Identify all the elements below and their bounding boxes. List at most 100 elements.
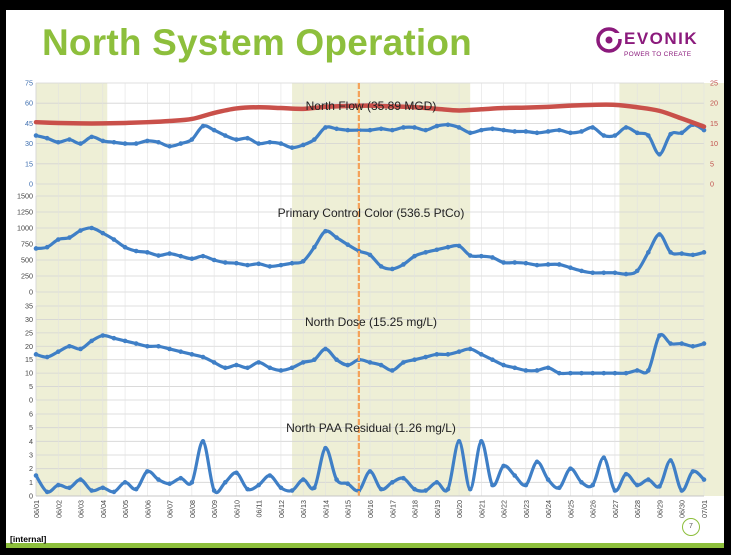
data-point bbox=[401, 475, 406, 481]
data-point bbox=[445, 122, 451, 128]
x-tick-label: 06/16 bbox=[366, 500, 375, 518]
data-point bbox=[412, 486, 417, 492]
panel-title: North Flow (35.89 MGD) bbox=[306, 99, 437, 113]
x-tick-label: 07/01 bbox=[700, 500, 709, 518]
data-point bbox=[590, 482, 595, 488]
data-point bbox=[289, 260, 295, 266]
data-point bbox=[234, 362, 239, 368]
x-tick-label: 06/26 bbox=[589, 500, 598, 518]
data-point bbox=[568, 370, 573, 376]
data-point bbox=[389, 480, 395, 485]
data-point bbox=[222, 480, 228, 485]
logo-wordmark: EVONIK bbox=[624, 29, 699, 48]
data-point bbox=[189, 480, 195, 485]
data-point bbox=[545, 262, 551, 267]
data-point bbox=[100, 230, 106, 236]
y-tick-label: 3 bbox=[29, 451, 33, 460]
data-point bbox=[657, 232, 662, 237]
data-point bbox=[679, 488, 685, 493]
x-tick-label: 06/25 bbox=[566, 500, 575, 518]
data-point bbox=[100, 333, 106, 338]
x-tick-label: 06/01 bbox=[32, 500, 41, 518]
data-point bbox=[612, 488, 618, 493]
data-point bbox=[156, 139, 161, 145]
panel-title: North PAA Residual (1.26 mg/L) bbox=[286, 421, 456, 435]
panel-title: Primary Control Color (536.5 PtCo) bbox=[278, 206, 465, 220]
data-point bbox=[89, 488, 94, 493]
data-point bbox=[89, 134, 94, 140]
data-point bbox=[44, 354, 50, 360]
data-point bbox=[33, 352, 39, 357]
data-point bbox=[245, 486, 250, 492]
data-point bbox=[423, 488, 428, 493]
data-point bbox=[323, 445, 328, 451]
y-tick-label: 1000 bbox=[17, 224, 33, 233]
x-tick-label: 06/17 bbox=[388, 500, 397, 518]
data-point bbox=[67, 343, 72, 349]
data-point bbox=[100, 485, 106, 491]
data-point bbox=[178, 253, 184, 259]
x-tick-label: 06/21 bbox=[477, 500, 486, 518]
flow-trend-line bbox=[33, 102, 707, 129]
data-point bbox=[300, 142, 306, 148]
data-point bbox=[456, 243, 462, 249]
data-point bbox=[523, 129, 529, 134]
highlight-band bbox=[36, 83, 108, 496]
data-point bbox=[55, 237, 61, 242]
data-point bbox=[345, 127, 351, 133]
data-point bbox=[145, 138, 150, 144]
data-point bbox=[133, 248, 139, 254]
x-tick-label: 06/08 bbox=[188, 500, 197, 518]
y-tick-label: 5 bbox=[29, 423, 33, 432]
data-point bbox=[423, 127, 428, 133]
x-tick-label: 06/24 bbox=[544, 500, 553, 518]
data-point bbox=[679, 341, 685, 346]
data-point bbox=[501, 362, 506, 368]
x-tick-label: 06/19 bbox=[433, 500, 442, 518]
stacked-chart: 0153045607505101520250250500750100012501… bbox=[17, 79, 724, 518]
y-tick-label: 45 bbox=[25, 119, 33, 128]
data-point bbox=[501, 260, 506, 265]
data-point bbox=[33, 473, 39, 478]
data-point bbox=[612, 370, 618, 376]
data-point bbox=[612, 133, 618, 138]
data-point bbox=[122, 141, 128, 146]
data-point bbox=[145, 469, 150, 474]
highlight-band bbox=[292, 83, 471, 496]
data-point bbox=[33, 133, 39, 138]
data-point bbox=[178, 349, 184, 354]
x-tick-label: 06/12 bbox=[277, 500, 286, 518]
data-point bbox=[634, 482, 640, 488]
data-point bbox=[78, 346, 83, 352]
data-point bbox=[445, 352, 451, 357]
data-point bbox=[189, 256, 195, 262]
data-point bbox=[445, 244, 451, 250]
data-point bbox=[523, 368, 529, 373]
data-point bbox=[556, 485, 562, 491]
data-point bbox=[345, 362, 351, 368]
data-point bbox=[267, 264, 273, 269]
data-point bbox=[234, 470, 239, 476]
data-point bbox=[300, 258, 306, 264]
x-tick-label: 06/20 bbox=[455, 500, 464, 518]
data-point bbox=[646, 133, 651, 138]
y2-tick-label: 15 bbox=[710, 119, 718, 128]
data-point bbox=[634, 268, 640, 274]
data-point bbox=[222, 365, 228, 371]
x-tick-label: 06/06 bbox=[143, 500, 152, 518]
y-tick-label: 5 bbox=[29, 382, 33, 391]
data-point bbox=[668, 341, 673, 346]
y-tick-label: 1 bbox=[29, 478, 33, 487]
data-point bbox=[634, 130, 640, 136]
data-point bbox=[467, 486, 473, 492]
data-point bbox=[378, 362, 384, 368]
data-point bbox=[479, 352, 484, 357]
data-point bbox=[133, 341, 139, 346]
data-point bbox=[222, 260, 228, 265]
data-point bbox=[378, 486, 384, 492]
data-point bbox=[479, 439, 484, 444]
data-point bbox=[412, 253, 417, 259]
footer-accent-line bbox=[6, 543, 724, 548]
data-point bbox=[345, 242, 351, 247]
data-point bbox=[289, 365, 295, 371]
